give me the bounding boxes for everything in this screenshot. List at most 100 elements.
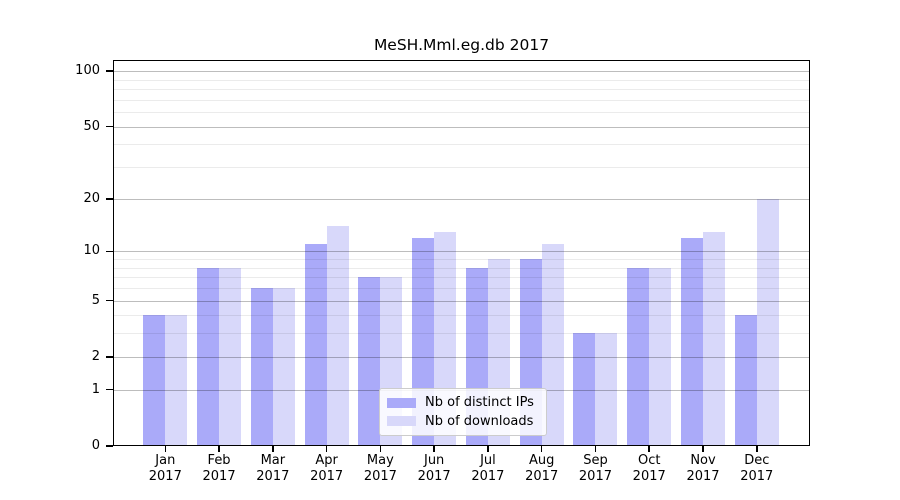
gridline-minor xyxy=(113,89,810,91)
x-tick-label: May 2017 xyxy=(351,453,409,484)
x-tick xyxy=(272,446,274,452)
gridline-major xyxy=(113,251,810,253)
gridline-major xyxy=(113,198,810,200)
x-tick xyxy=(379,446,382,452)
gridline-minor xyxy=(113,277,810,279)
legend-item-downloads: Nb of downloads xyxy=(387,414,538,429)
bar-downloads xyxy=(165,315,188,446)
x-tick-label: Jul 2017 xyxy=(459,453,517,484)
legend-label-downloads: Nb of downloads xyxy=(425,413,534,429)
bar-downloads xyxy=(703,231,725,446)
x-tick-label: Aug 2017 xyxy=(513,453,571,484)
legend-item-distinct-ips: Nb of distinct IPs xyxy=(387,395,538,410)
bar-distinct-ips xyxy=(250,287,273,446)
x-tick-month: Sep xyxy=(583,453,608,468)
x-tick-month: Dec xyxy=(744,453,770,468)
y-tick-label: 20 xyxy=(83,190,100,206)
bar-downloads xyxy=(595,333,618,446)
x-tick-year: 2017 xyxy=(363,468,397,484)
legend-swatch-distinct-ips xyxy=(387,397,416,408)
gridline-major xyxy=(113,356,810,358)
bar-downloads xyxy=(649,267,672,446)
x-tick-year: 2017 xyxy=(310,468,344,484)
y-tick xyxy=(106,445,113,447)
y-tick xyxy=(106,125,113,128)
chart-title: MeSH.Mml.eg.db 2017 xyxy=(373,36,550,54)
x-tick-year: 2017 xyxy=(686,468,720,484)
legend-swatch-downloads xyxy=(387,416,416,427)
x-tick-label: Mar 2017 xyxy=(244,453,302,484)
x-tick xyxy=(218,446,220,452)
x-tick xyxy=(487,446,489,452)
legend: Nb of distinct IPs Nb of downloads xyxy=(379,388,547,436)
x-tick-label: Oct 2017 xyxy=(620,453,678,484)
y-tick-label: 1 xyxy=(91,381,100,397)
x-tick-month: Jan xyxy=(155,453,176,468)
gridline-major xyxy=(113,126,810,128)
bar-distinct-ips xyxy=(627,267,650,446)
gridline-minor xyxy=(113,315,810,317)
x-tick xyxy=(648,446,650,452)
gridline-minor xyxy=(113,333,810,335)
x-tick-year: 2017 xyxy=(148,468,182,484)
bar-downloads xyxy=(541,244,564,446)
y-tick-label: 50 xyxy=(83,118,100,134)
x-tick-year: 2017 xyxy=(471,468,505,484)
x-tick-year: 2017 xyxy=(740,468,774,484)
y-tick xyxy=(106,250,113,253)
bar-distinct-ips xyxy=(304,244,327,446)
x-tick-year: 2017 xyxy=(632,468,666,484)
x-tick-year: 2017 xyxy=(417,468,451,484)
x-tick-month: Apr xyxy=(315,453,338,468)
gridline-minor xyxy=(113,259,810,261)
x-tick-month: Nov xyxy=(690,453,716,468)
legend-label-distinct-ips: Nb of distinct IPs xyxy=(425,395,534,411)
x-tick xyxy=(756,446,758,452)
bar-downloads xyxy=(272,287,295,446)
y-tick xyxy=(106,299,113,302)
bar-distinct-ips xyxy=(734,315,757,446)
x-tick xyxy=(164,446,167,452)
bar-downloads xyxy=(326,226,349,446)
y-tick xyxy=(106,356,113,358)
x-tick xyxy=(325,446,328,452)
x-tick-month: Aug xyxy=(528,453,555,468)
x-tick-month: Oct xyxy=(637,453,661,468)
x-tick-label: Nov 2017 xyxy=(674,453,732,484)
bar-downloads xyxy=(756,198,779,446)
gridline-minor xyxy=(113,144,810,146)
x-tick-month: May xyxy=(366,453,394,468)
x-tick-month: Mar xyxy=(260,453,286,468)
gridline-minor xyxy=(113,79,810,81)
x-tick-year: 2017 xyxy=(525,468,559,484)
x-tick-label: Sep 2017 xyxy=(566,453,624,484)
bar-distinct-ips xyxy=(681,237,703,446)
y-tick-label: 5 xyxy=(91,292,100,308)
gridline-minor xyxy=(113,167,810,169)
y-tick xyxy=(106,198,113,200)
y-tick xyxy=(106,388,113,391)
gridline-major xyxy=(113,300,810,302)
x-tick-month: Feb xyxy=(207,453,231,468)
y-tick-label: 2 xyxy=(91,348,100,364)
x-tick-year: 2017 xyxy=(256,468,290,484)
x-tick-label: Apr 2017 xyxy=(298,453,356,484)
bar-downloads xyxy=(219,267,242,446)
gridline-minor xyxy=(113,267,810,269)
x-tick xyxy=(594,446,597,452)
y-tick-label: 10 xyxy=(83,243,100,259)
x-tick-month: Jul xyxy=(480,453,496,468)
x-tick xyxy=(702,446,704,452)
bar-distinct-ips xyxy=(197,267,220,446)
gridline-major xyxy=(113,71,810,73)
x-tick-month: Jun xyxy=(423,453,445,468)
gridline-minor xyxy=(113,112,810,114)
y-tick-label: 100 xyxy=(75,63,100,79)
gridline-minor xyxy=(113,287,810,289)
x-tick-label: Dec 2017 xyxy=(728,453,786,484)
x-tick xyxy=(540,446,543,452)
x-tick-year: 2017 xyxy=(578,468,612,484)
gridline-minor xyxy=(113,99,810,101)
x-tick-year: 2017 xyxy=(202,468,236,484)
